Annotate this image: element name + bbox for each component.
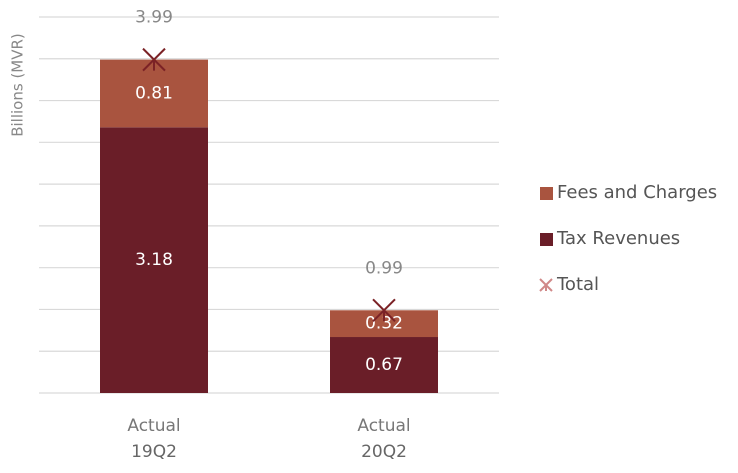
data-label: 3.18 [135,250,173,270]
x-tick-label: 19Q2 [131,442,177,462]
bar-segment [100,127,208,393]
bar-segment [100,59,208,128]
y-axis-label: Billions (MVR) [9,33,27,137]
data-label: 0.81 [135,83,173,103]
x-tick-label: Actual [357,416,410,436]
total-label: 3.99 [135,8,173,28]
total-label: 0.99 [365,258,403,278]
bar-segment [330,337,438,393]
total-marker [372,298,396,322]
x-tick-label: Actual [127,416,180,436]
total-marker [142,47,166,72]
legend-swatch [540,233,553,246]
legend-label: Tax Revenues [556,228,680,249]
legend-marker [539,278,553,292]
data-label: 0.67 [365,355,403,375]
x-tick-label: 20Q2 [361,442,407,462]
legend-swatch [540,187,553,200]
legend-label: Total [556,274,599,295]
legend-label: Fees and Charges [557,182,717,203]
